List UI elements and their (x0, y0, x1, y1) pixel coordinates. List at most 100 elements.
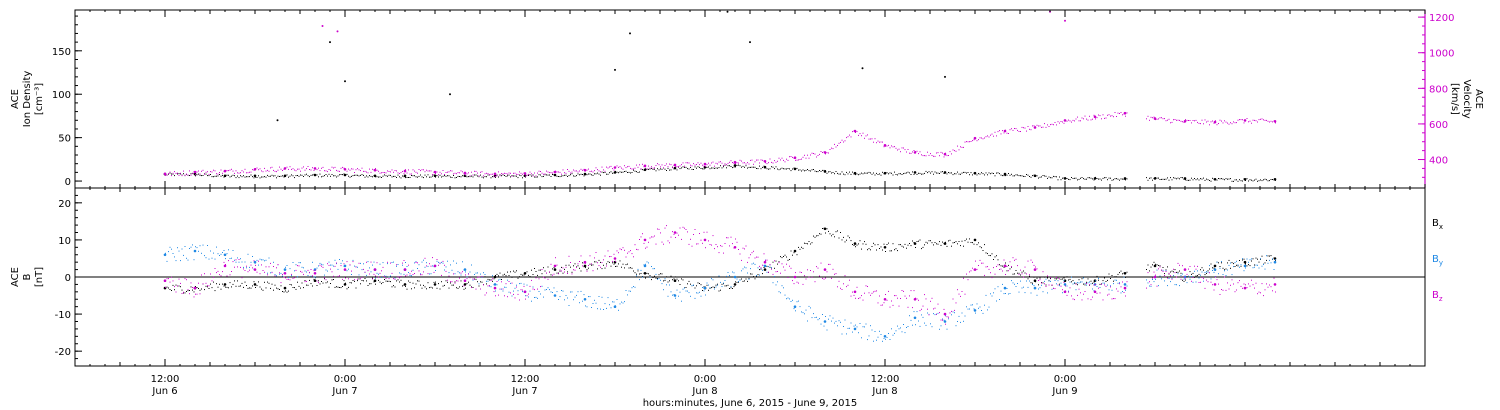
density-sample (837, 172, 838, 174)
bx-sample (1069, 278, 1071, 280)
velocity-sample (321, 167, 322, 169)
by-sample (712, 279, 714, 281)
velocity-sample (879, 141, 880, 143)
bx-sample (1234, 266, 1236, 267)
by-sample (499, 278, 501, 280)
bx-sample (1266, 259, 1267, 261)
by-sample (997, 286, 999, 288)
bx-sample (822, 228, 823, 229)
by-sample (280, 272, 282, 274)
by-sample (225, 258, 226, 260)
velocity-sample (501, 173, 502, 175)
bx-sample (855, 246, 856, 248)
by-sample (273, 261, 274, 263)
bz-sample (315, 269, 316, 271)
x-axis-label: hours:minutes, June 6, 2015 - June 9, 20… (643, 398, 858, 409)
by-sample (628, 290, 630, 292)
bx-sample (588, 267, 589, 269)
bz-sample (1086, 283, 1087, 284)
density-sample (486, 176, 487, 178)
density-sample (540, 174, 541, 176)
bz-sample (838, 280, 840, 282)
bz-sample (735, 238, 736, 240)
by-sample (244, 261, 246, 263)
velocity-sample (1018, 131, 1020, 132)
density-sample (1002, 175, 1003, 177)
bz-sample (1186, 273, 1188, 275)
by-sample (169, 246, 171, 248)
density-sample (1122, 178, 1123, 180)
bz-sample (258, 260, 259, 262)
by-sample (1240, 264, 1242, 266)
density-sample (861, 172, 862, 174)
bz-sample (846, 286, 847, 288)
velocity-sample (342, 166, 343, 168)
bx-sample (168, 287, 169, 289)
bz-sample (502, 288, 504, 290)
by-sample (1212, 270, 1213, 271)
bz-sample (876, 290, 877, 292)
bz-sample (253, 260, 255, 262)
bz-sample (1059, 278, 1060, 280)
density-sample (612, 172, 613, 174)
bx-sample (591, 264, 592, 266)
velocity-sample (649, 167, 651, 169)
bz-sample (510, 292, 511, 294)
density-sample (265, 176, 267, 178)
by-sample (510, 282, 511, 284)
bz-sample (688, 243, 690, 245)
velocity-sample (1203, 123, 1204, 125)
velocity-sample (1108, 114, 1110, 116)
velocity-sample (1078, 120, 1080, 122)
density-sample (255, 176, 256, 178)
velocity-sample (1186, 119, 1188, 121)
velocity-sample (1083, 118, 1084, 120)
bz-sample (1153, 271, 1155, 273)
by-sample (894, 332, 895, 334)
bx-sample (849, 237, 850, 239)
density-sample (693, 169, 694, 170)
bz-sample (169, 281, 171, 283)
velocity-sample (166, 174, 168, 176)
bx-sample (531, 269, 532, 271)
density-sample (1219, 178, 1221, 180)
density-sample (951, 172, 952, 174)
bx-sample (675, 276, 676, 278)
bz-sample (396, 264, 397, 266)
by-sample (220, 253, 222, 255)
velocity-sample (1024, 127, 1026, 129)
velocity-sample (1177, 119, 1179, 121)
bz-sample (1078, 288, 1080, 290)
bx-sample (217, 286, 219, 288)
velocity-sample (990, 134, 991, 136)
density-sample (1233, 180, 1234, 182)
density-sample (385, 175, 387, 177)
bx-sample (999, 264, 1000, 266)
velocity-sample (921, 154, 922, 156)
bz-sample (820, 262, 822, 264)
by-sample (939, 328, 940, 330)
bx-sample (825, 232, 826, 234)
by-sample (397, 264, 399, 265)
velocity-sample (1207, 120, 1209, 122)
velocity-sample (627, 166, 628, 168)
bz-sample (466, 278, 468, 280)
velocity-sample (795, 159, 796, 161)
velocity-sample (640, 168, 642, 170)
bz-sample (297, 265, 298, 267)
bz-sample (1173, 268, 1174, 270)
density-sample (1039, 176, 1041, 178)
bx-sample (468, 281, 469, 283)
velocity-sample (819, 153, 820, 155)
velocity-sample (214, 170, 216, 172)
by-sample (1225, 275, 1227, 276)
bx-sample (858, 243, 859, 245)
bx-sample (607, 261, 609, 263)
density-sample (423, 177, 424, 179)
velocity-sample (393, 171, 394, 173)
velocity-sample (831, 147, 832, 149)
bx-sample (979, 246, 981, 248)
velocity-sample (366, 171, 367, 173)
density-sample (1209, 180, 1210, 181)
bx-sample (666, 276, 667, 278)
